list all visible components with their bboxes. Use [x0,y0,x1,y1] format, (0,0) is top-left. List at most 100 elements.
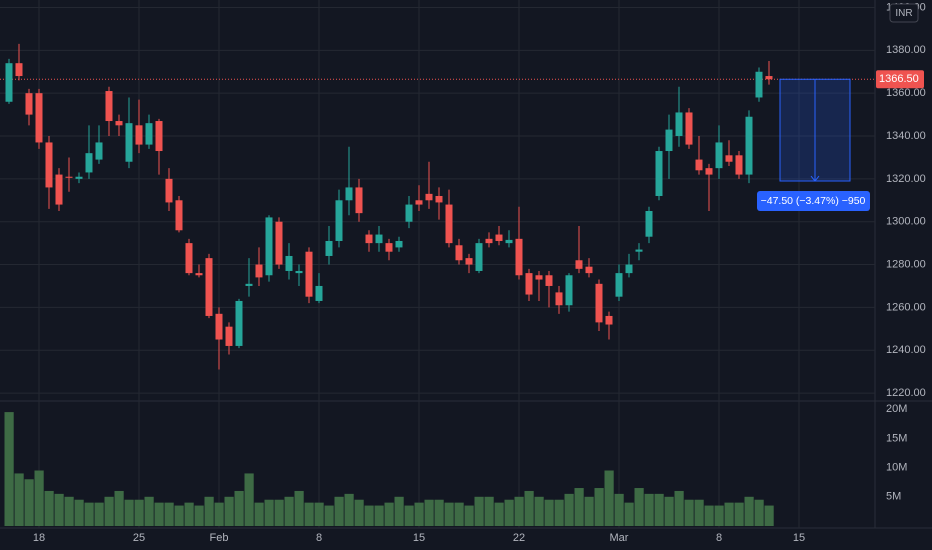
candle-body [565,275,573,306]
y-tick-label: 1280.00 [886,258,926,270]
x-tick-label: 8 [716,532,722,544]
volume-bar [634,488,644,526]
candle-body [605,315,613,325]
volume-bar [384,502,394,526]
volume-bar [264,499,274,526]
candle-body [25,93,33,115]
candle-body [745,116,753,175]
volume-bar [674,490,684,526]
candle-body [755,71,763,98]
volume-bar [354,499,364,526]
candle-body [65,176,73,178]
volume-bar [374,505,384,526]
y-tick-label: 1240.00 [886,344,926,356]
volume-tick-label: 10M [886,461,907,473]
volume-bar [274,499,284,526]
volume-bar [424,499,434,526]
candle-body [175,200,183,231]
volume-bar [714,505,724,526]
candle-body [695,159,703,171]
candle-body [375,234,383,244]
volume-bar [644,493,654,526]
candle-body [115,121,123,126]
volume-bar [754,499,764,526]
volume-bar [94,502,104,526]
candle-body [95,142,103,160]
candle-body [245,283,253,286]
candle-body [555,292,563,306]
candle-body [385,243,393,252]
candle-body [55,174,63,205]
volume-bar [764,505,774,526]
volume-bar [74,499,84,526]
currency-label: INR [895,8,912,19]
candle-body [295,270,303,274]
candle-body [515,238,523,276]
candle-body [525,273,533,295]
volume-bar [114,490,124,526]
volume-bar [694,499,704,526]
volume-bar [294,490,304,526]
candle-body [255,264,263,278]
candle-body [725,155,733,162]
currency-badge [889,3,919,23]
volume-bar [134,499,144,526]
candle-body [715,142,723,169]
volume-bar [414,502,424,526]
measure-label: −47.50 (−3.47%) −950 [761,195,866,207]
volume-bar [84,502,94,526]
candle-body [545,275,553,286]
candle-body [345,187,353,201]
x-tick-label: Feb [210,532,229,544]
candle-body [645,210,653,237]
volume-bar [184,502,194,526]
candle-body [125,123,133,162]
candle-body [395,240,403,248]
x-tick-label: 15 [793,532,805,544]
volume-bar [214,502,224,526]
y-tick-label: 1360.00 [886,87,926,99]
volume-bar [324,505,334,526]
volume-bar [744,496,754,526]
candle-body [485,238,493,244]
volume-bar [454,502,464,526]
volume-bar [394,496,404,526]
volume-bar [164,502,174,526]
candle-body [405,204,413,222]
volume-bar [154,502,164,526]
volume-bar [174,505,184,526]
candle-body [75,176,83,179]
candle-body [365,234,373,244]
volume-bar [14,473,24,526]
candle-body [335,200,343,241]
volume-bar [614,493,624,526]
volume-bar [44,490,54,526]
volume-bar [434,499,444,526]
volume-bar [304,502,314,526]
y-tick-label: 1380.00 [886,44,926,56]
last-price-tag [876,70,924,89]
x-tick-label: 8 [316,532,322,544]
candle-body [265,217,273,276]
volume-bar [654,493,664,526]
volume-bar [344,493,354,526]
candle-body [275,221,283,265]
candle-body [205,258,213,316]
candle-body [615,273,623,297]
volume-bar [64,496,74,526]
candle-body [355,187,363,214]
candle-body [595,283,603,323]
volume-bar [364,505,374,526]
y-tick-label: 1340.00 [886,130,926,142]
candle-body [475,243,483,271]
volume-bar [524,490,534,526]
volume-bar [554,499,564,526]
volume-bar [494,502,504,526]
volume-bar [574,488,584,526]
volume-bar [24,479,34,526]
volume-tick-label: 5M [886,491,901,503]
x-tick-label: 15 [413,532,425,544]
last-price-label: 1366.50 [879,73,919,85]
volume-bar [464,505,474,526]
candle-body [235,300,243,346]
